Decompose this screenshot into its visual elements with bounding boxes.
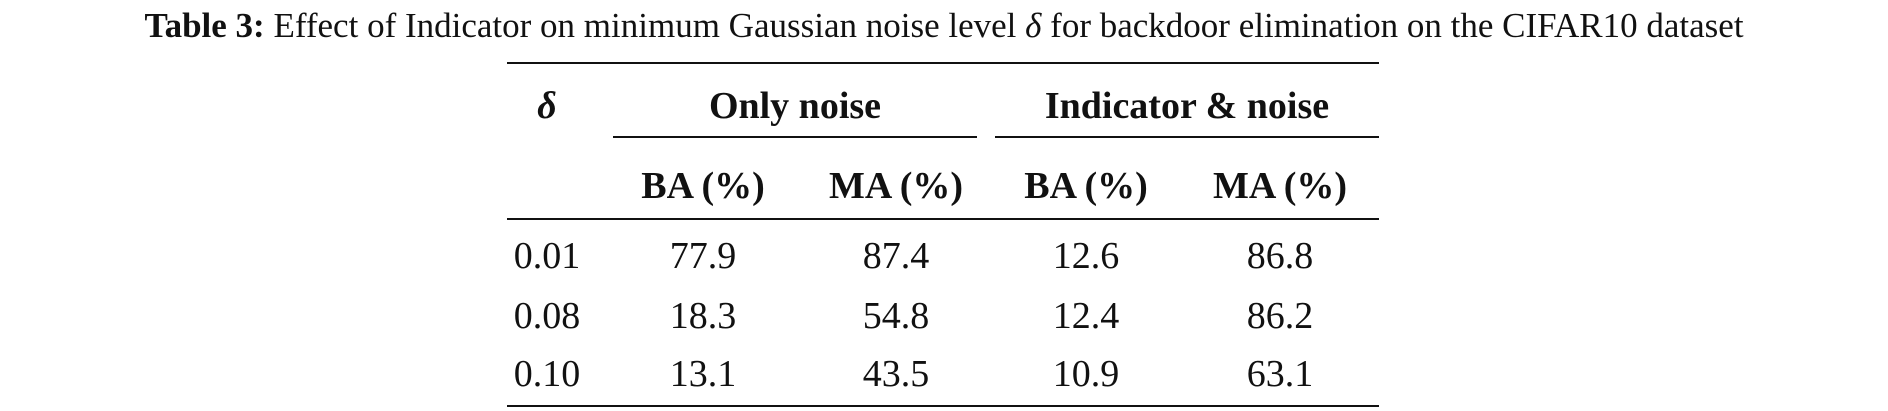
column-header: MA (%) <box>1212 165 1348 207</box>
bottom-rule <box>507 405 1379 407</box>
caption-delta-symbol: δ <box>1025 6 1042 45</box>
caption-label: Table 3: <box>144 6 265 45</box>
caption-text-before: Effect of Indicator on minimum Gaussian … <box>273 6 1026 45</box>
group-rule-indicator-noise <box>995 136 1379 138</box>
column-header: MA (%) <box>828 165 964 207</box>
top-rule <box>507 62 1379 64</box>
column-header: BA (%) <box>641 165 765 207</box>
row-header-delta: δ <box>537 85 557 127</box>
table-cell: 86.2 <box>1246 295 1314 337</box>
table-caption: Table 3: Effect of Indicator on minimum … <box>0 4 1888 48</box>
header-rule <box>507 218 1379 220</box>
table-cell: 86.8 <box>1246 235 1314 277</box>
table-cell-delta: 0.01 <box>513 235 581 277</box>
table-cell: 54.8 <box>862 295 930 337</box>
group-header-only-noise: Only noise <box>708 85 882 127</box>
table-cell: 12.6 <box>1052 235 1120 277</box>
group-rule-only-noise <box>613 136 977 138</box>
table-cell: 77.9 <box>669 235 737 277</box>
table-cell: 12.4 <box>1052 295 1120 337</box>
table-cell: 10.9 <box>1052 353 1120 395</box>
table-cell: 43.5 <box>862 353 930 395</box>
column-header: BA (%) <box>1024 165 1148 207</box>
group-header-indicator-noise: Indicator & noise <box>1044 85 1330 127</box>
caption-text-after: for backdoor elimination on the CIFAR10 … <box>1041 6 1744 45</box>
table-cell: 18.3 <box>669 295 737 337</box>
table-cell: 63.1 <box>1246 353 1314 395</box>
table-cell-delta: 0.10 <box>513 353 581 395</box>
table-cell: 87.4 <box>862 235 930 277</box>
table-cell: 13.1 <box>669 353 737 395</box>
table-cell-delta: 0.08 <box>513 295 581 337</box>
